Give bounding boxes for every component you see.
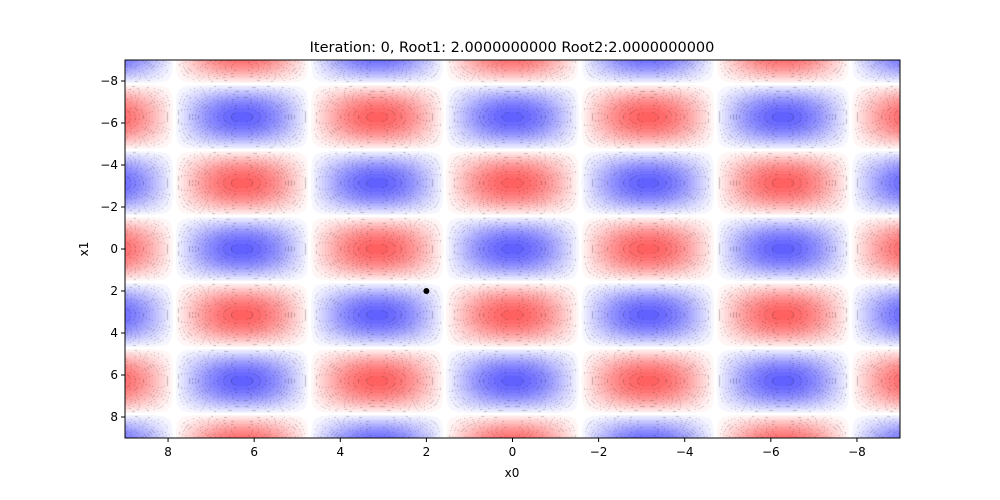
- chart-marks: [423, 288, 430, 294]
- y-tick-label: −2: [100, 200, 118, 214]
- x-tick-label: 0: [509, 445, 517, 459]
- x-axis-title: x0: [505, 466, 520, 480]
- y-tick-label: 2: [110, 284, 118, 298]
- x-tick-label: −4: [676, 445, 694, 459]
- heatmap-canvas: [125, 60, 900, 438]
- y-tick-label: −8: [100, 74, 118, 88]
- x-tick-label: 6: [250, 445, 258, 459]
- chart-title: Iteration: 0, Root1: 2.0000000000 Root2:…: [310, 40, 715, 56]
- current-iterate-point: [423, 288, 430, 294]
- y-tick-label: 8: [110, 410, 118, 424]
- y-axis-title: x1: [77, 242, 91, 257]
- y-tick-label: 0: [110, 242, 118, 256]
- y-tick-label: −6: [100, 116, 118, 130]
- y-tick-label: 4: [110, 326, 118, 340]
- x-tick-label: −2: [590, 445, 608, 459]
- x-tick-label: −8: [848, 445, 866, 459]
- x-tick-label: 4: [336, 445, 344, 459]
- y-axis-ticks: −8 −6 −4 −2 0 2 4 6 8: [100, 74, 125, 424]
- x-axis-ticks: 8 6 4 2 0 −2 −4 −6 −8: [164, 438, 866, 459]
- heatmap-plot-area: [125, 60, 900, 438]
- y-tick-label: 6: [110, 368, 118, 382]
- x-tick-label: 8: [164, 445, 172, 459]
- y-tick-label: −4: [100, 158, 118, 172]
- x-tick-label: 2: [423, 445, 431, 459]
- x-tick-label: −6: [762, 445, 780, 459]
